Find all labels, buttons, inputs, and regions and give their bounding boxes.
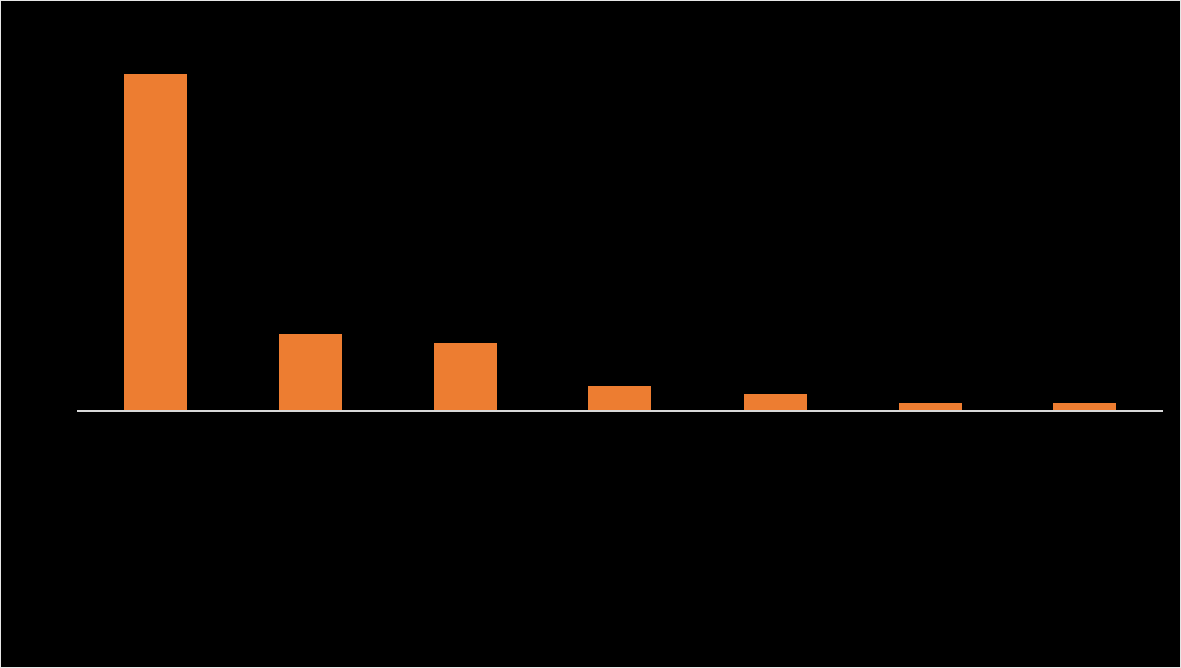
bar (1053, 403, 1116, 411)
bar (899, 403, 962, 411)
bar (744, 394, 807, 411)
bar (279, 334, 342, 411)
bar (434, 343, 497, 411)
bar (124, 74, 187, 411)
bar (588, 386, 651, 411)
x-axis-line (77, 410, 1163, 412)
